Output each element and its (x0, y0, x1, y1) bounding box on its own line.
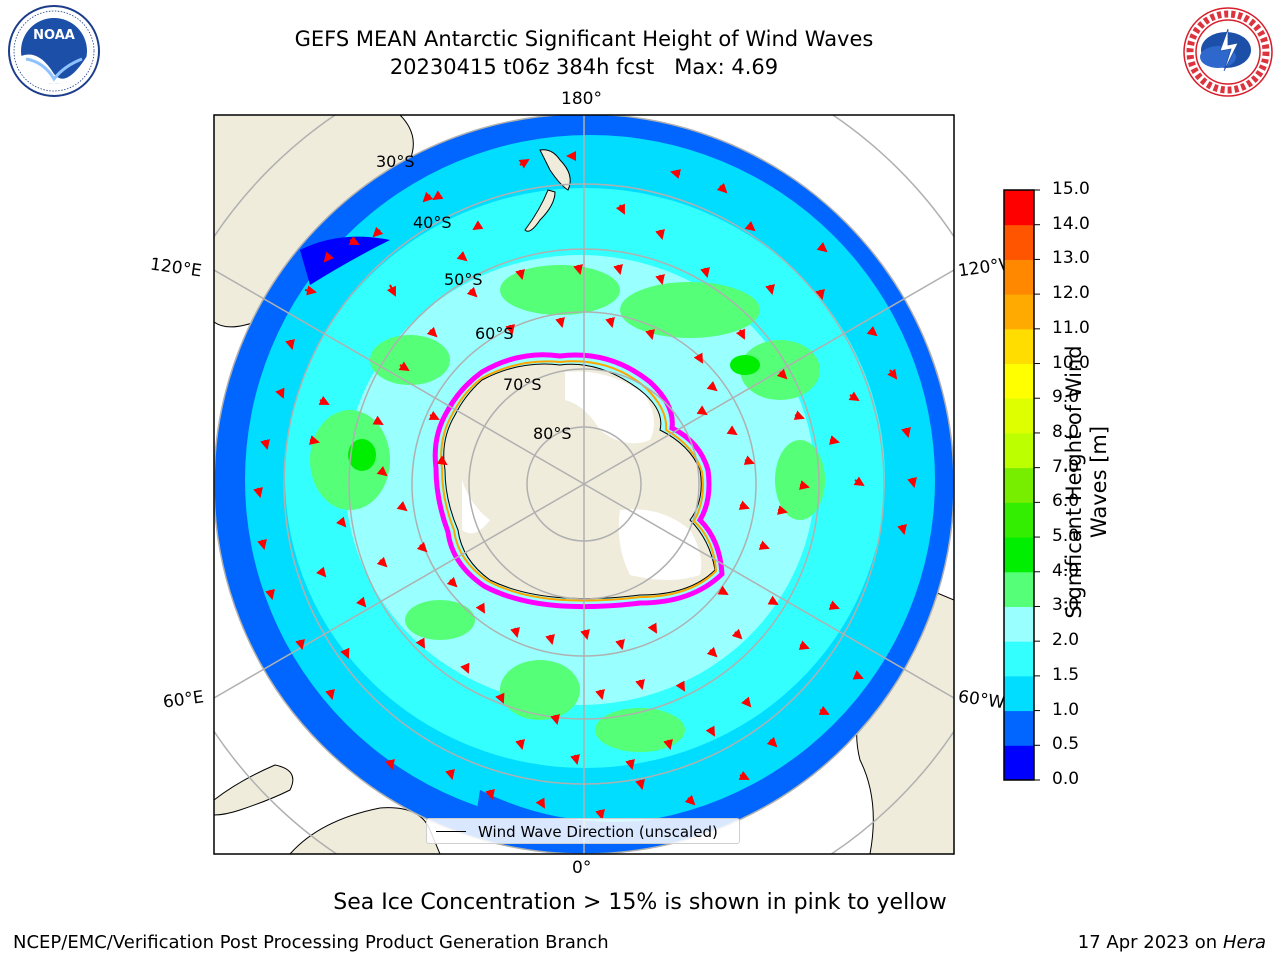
lon-label-0: 0° (572, 858, 592, 878)
colorbar-segment (1004, 537, 1034, 573)
colorbar (1003, 189, 1040, 781)
sea-ice-note: Sea Ice Concentration > 15% is shown in … (333, 890, 947, 915)
colorbar-tick-label: 4.0 (1052, 560, 1080, 581)
lat-label-80s: 80°S (533, 424, 572, 443)
lon-label-180: 180° (561, 89, 602, 109)
map-title: GEFS MEAN Antarctic Significant Height o… (294, 27, 874, 51)
lat-label-30s: 30°S (376, 152, 415, 171)
colorbar-segment (1004, 398, 1034, 434)
legend-line-icon (436, 831, 466, 832)
colorbar-segment (1004, 606, 1034, 642)
colorbar-tick-label: 9.0 (1052, 387, 1080, 408)
colorbar-tick-label: 11.0 (1052, 317, 1090, 338)
colorbar-segment (1004, 259, 1034, 295)
colorbar-segment (1004, 294, 1034, 330)
colorbar-segment (1004, 363, 1034, 399)
colorbar-tick-label: 5.0 (1052, 526, 1080, 547)
colorbar-segment (1004, 710, 1034, 746)
colorbar-title: Significant Height of Wind Waves [m] (1062, 345, 1111, 619)
map-legend: Wind Wave Direction (unscaled) (426, 818, 740, 844)
colorbar-tick-label: 3.0 (1052, 595, 1080, 616)
colorbar-segment (1004, 467, 1034, 503)
colorbar-segment (1004, 190, 1034, 226)
colorbar-tick-label: 2.0 (1052, 630, 1080, 651)
lat-label-70s: 70°S (503, 375, 542, 394)
colorbar-tick-label: 10.0 (1052, 352, 1090, 373)
colorbar-segment (1004, 432, 1034, 469)
noaa-logo-label: NOAA (33, 28, 75, 43)
noaa-logo-icon: NOAA (8, 5, 100, 97)
colorbar-frame (1003, 189, 1035, 781)
colorbar-segment (1004, 328, 1034, 365)
footer-date: 17 Apr 2023 on Hera (1078, 932, 1266, 953)
legend-label: Wind Wave Direction (unscaled) (478, 823, 718, 841)
colorbar-tick-label: 0.5 (1052, 734, 1080, 755)
lat-label-40s: 40°S (413, 213, 452, 232)
colorbar-segment (1004, 502, 1034, 538)
colorbar-tick-label: 14.0 (1052, 213, 1090, 234)
colorbar-tick-label: 6.0 (1052, 491, 1080, 512)
colorbar-segment (1004, 571, 1034, 607)
map-subtitle: 20230415 t06z 384h fcst Max: 4.69 (389, 55, 779, 79)
colorbar-segment (1004, 224, 1034, 260)
footer-branch: NCEP/EMC/Verification Post Processing Pr… (13, 932, 609, 953)
colorbar-tick-label: 13.0 (1052, 248, 1090, 269)
colorbar-tick-label: 1.0 (1052, 699, 1080, 720)
footer-date-text: 17 Apr 2023 on (1077, 932, 1223, 953)
lat-label-60s: 60°S (475, 324, 514, 343)
colorbar-segment (1004, 641, 1034, 677)
colorbar-tick-label: 0.0 (1052, 769, 1080, 789)
colorbar-tick-label: 15.0 (1052, 179, 1090, 199)
colorbar-segment (1004, 745, 1034, 781)
colorbar-tick-label: 7.0 (1052, 456, 1080, 477)
colorbar-tick-label: 8.0 (1052, 421, 1080, 442)
colorbar-tick-label: 12.0 (1052, 283, 1090, 304)
lat-label-50s: 50°S (444, 270, 483, 289)
colorbar-segment (1004, 675, 1034, 712)
nws-logo-icon (1183, 7, 1273, 97)
colorbar-tick-label: 1.5 (1052, 664, 1080, 685)
footer-machine: Hera (1222, 932, 1266, 953)
